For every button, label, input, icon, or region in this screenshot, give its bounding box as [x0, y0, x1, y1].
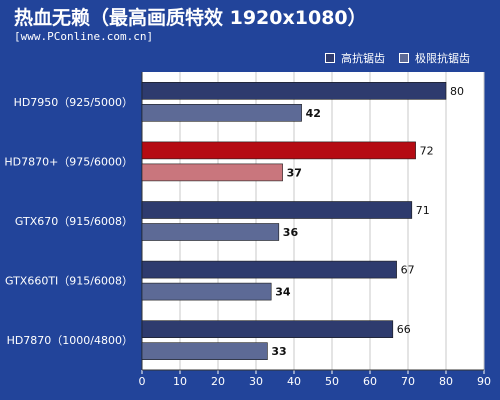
data-label: 66: [397, 323, 411, 336]
category-label: HD7870+（975/6000）: [4, 155, 133, 168]
legend-label-series-1: 高抗锯齿: [341, 52, 385, 65]
data-label: 71: [416, 204, 430, 217]
data-label: 34: [275, 286, 291, 299]
bar: [141, 260, 397, 279]
data-label: 33: [271, 345, 286, 358]
category-label: HD7870（1000/4800）: [7, 334, 133, 347]
x-tick-label: 30: [249, 375, 263, 388]
data-label: 36: [283, 226, 299, 239]
x-tick-label: 60: [363, 375, 377, 388]
category-label: GTX670（915/6008）: [15, 215, 133, 228]
legend: 高抗锯齿 极限抗锯齿: [325, 50, 478, 66]
x-tick-label: 90: [477, 375, 491, 388]
category-label: GTX660TI（915/6008）: [5, 275, 133, 288]
data-label: 67: [401, 264, 415, 277]
bar: [141, 104, 302, 122]
bar: [141, 282, 272, 301]
x-tick-label: 10: [173, 375, 187, 388]
legend-label-series-2: 极限抗锯齿: [415, 52, 470, 65]
bar: [141, 342, 268, 361]
data-label: 37: [287, 166, 302, 179]
category-label: HD7950（925/5000）: [14, 96, 133, 109]
x-tick-label: 70: [401, 375, 415, 388]
legend-swatch-series-1: [325, 53, 335, 63]
bar: [141, 141, 416, 160]
data-label: 80: [450, 85, 464, 98]
source-label: [www.PConline.com.cn]: [14, 30, 154, 43]
bar: [141, 82, 447, 100]
bar: [141, 163, 283, 182]
bar: [141, 201, 413, 219]
data-label: 42: [306, 107, 321, 120]
chart-title: 热血无赖（最高画质特效 1920x1080）: [14, 7, 367, 29]
x-tick-label: 0: [139, 375, 146, 388]
x-tick-label: 20: [211, 375, 225, 388]
legend-swatch-series-2: [399, 53, 409, 63]
x-tick-label: 50: [325, 375, 339, 388]
bar: [141, 223, 280, 241]
x-tick-label: 40: [287, 375, 301, 388]
data-label: 72: [420, 144, 434, 157]
bar: [141, 320, 394, 339]
plot-area: [142, 72, 484, 370]
x-tick-label: 80: [439, 375, 453, 388]
